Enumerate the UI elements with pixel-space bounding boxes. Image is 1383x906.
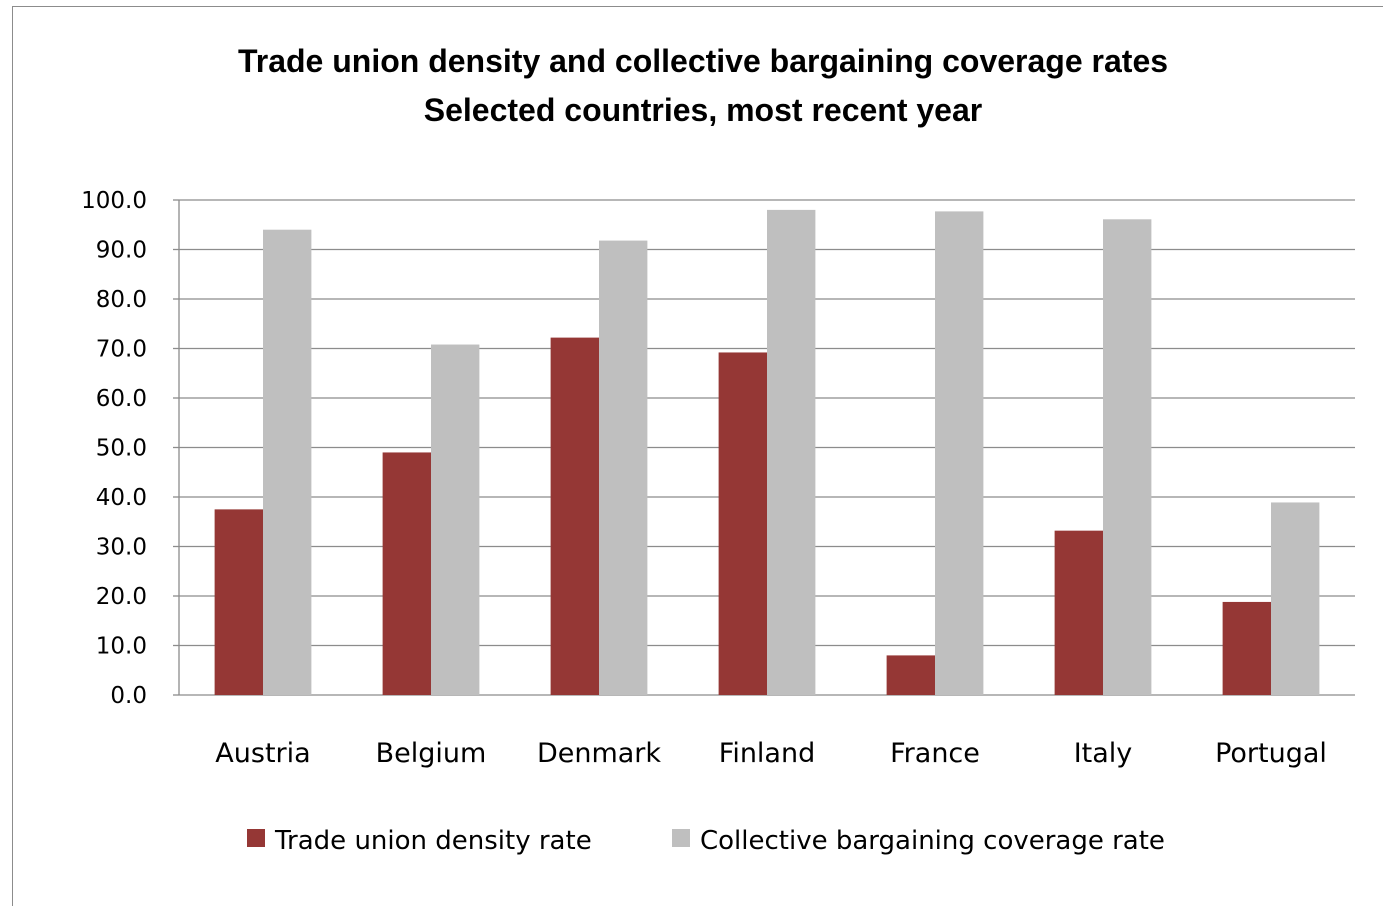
bar-france-series-0 (886, 655, 935, 695)
bar-italy-series-1 (1103, 219, 1152, 695)
y-tick-label: 50.0 (96, 436, 147, 462)
x-category-label: Denmark (537, 738, 661, 769)
bar-finland-series-1 (767, 209, 816, 695)
y-tick-label: 20.0 (96, 584, 147, 610)
bar-portugal-series-0 (1222, 601, 1271, 695)
chart-subtitle: Selected countries, most recent year (424, 92, 982, 128)
y-tick-label: 70.0 (96, 337, 147, 363)
chart-title: Trade union density and collective barga… (238, 43, 1168, 79)
bar-belgium-series-0 (382, 452, 431, 695)
bar-france-series-1 (935, 211, 984, 695)
bar-austria-series-1 (263, 229, 312, 695)
y-tick-label: 10.0 (96, 634, 147, 660)
y-tick-label: 100.0 (81, 188, 147, 214)
bar-portugal-series-1 (1271, 502, 1320, 695)
x-axis-category-labels: Austria Belgium Denmark Finland France Italy P… (215, 738, 1327, 769)
y-tick-label: 40.0 (96, 485, 147, 511)
bar-denmark-series-1 (599, 240, 648, 695)
legend-swatch-collective-bargaining (672, 829, 690, 847)
x-category-label: Italy (1074, 738, 1133, 769)
chart-frame (12, 6, 1383, 906)
y-tick-label: 60.0 (96, 386, 147, 412)
bar-denmark-series-0 (550, 337, 599, 695)
legend-swatch-trade-union-density (247, 829, 265, 847)
y-axis-tick-labels: 0.0 10.0 20.0 30.0 40.0 50.0 60.0 70.0 80.0 90.0 1… (81, 188, 147, 709)
x-category-label: Finland (719, 738, 815, 769)
bar-belgium-series-1 (431, 344, 480, 695)
x-category-label: Portugal (1215, 738, 1327, 769)
x-category-label: Belgium (376, 738, 487, 769)
bar-italy-series-0 (1054, 530, 1103, 695)
x-category-label: Austria (215, 738, 310, 769)
y-tick-label: 30.0 (96, 535, 147, 561)
legend-label-trade-union-density: Trade union density rate (274, 826, 592, 856)
bar-finland-series-0 (718, 352, 767, 695)
legend: Trade union density rate Collective barg… (247, 826, 1165, 856)
bar-chart: Trade union density and collective barga… (81, 43, 1355, 856)
y-tick-label: 0.0 (110, 683, 147, 709)
bar-austria-series-0 (214, 509, 263, 695)
y-tick-label: 90.0 (96, 238, 147, 264)
legend-label-collective-bargaining: Collective bargaining coverage rate (700, 826, 1165, 856)
y-tick-label: 80.0 (96, 287, 147, 313)
x-category-label: France (890, 738, 980, 769)
bars (214, 209, 1320, 695)
